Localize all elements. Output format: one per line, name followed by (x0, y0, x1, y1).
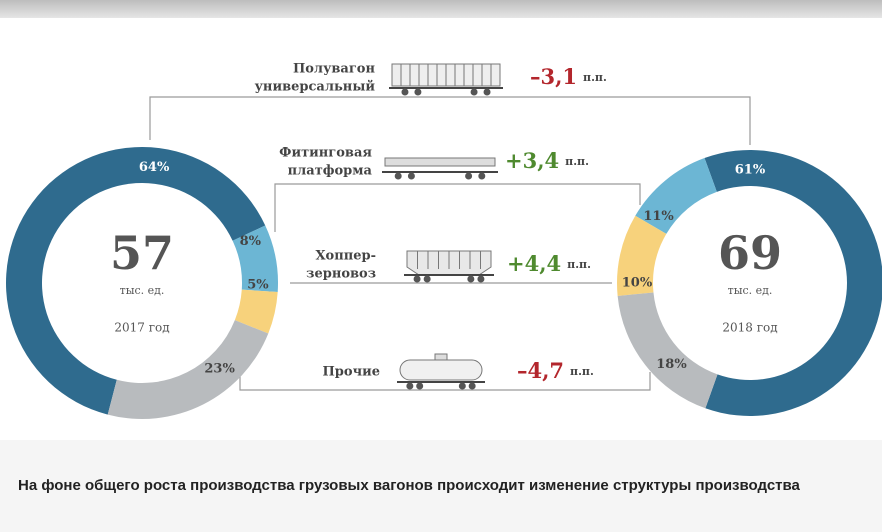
change-label: платформа (288, 164, 373, 179)
wagon-body (399, 359, 483, 381)
change-label: зерновоз (306, 267, 376, 282)
caption-area (0, 440, 882, 532)
connectors (149, 96, 751, 391)
center-label: 2018 год (722, 321, 777, 335)
value-label: 10% (622, 276, 653, 291)
wagon-dome (434, 353, 448, 361)
change-label: Хоппер- (315, 249, 376, 264)
wagon-wheel (478, 172, 486, 180)
wagon-wheel (477, 275, 485, 283)
wagon-wheel (401, 88, 409, 96)
wagon-body (384, 157, 496, 167)
change-value-text: –3,1 п.п. (530, 64, 607, 89)
caption: На фоне общего роста производства грузов… (18, 477, 800, 494)
value-label: 8% (240, 234, 262, 249)
change-value: –4,7 (517, 358, 564, 383)
change-unit: п.п. (570, 365, 594, 378)
value-label: 11% (643, 209, 674, 224)
wagon-wheel (470, 88, 478, 96)
value-label: 64% (139, 160, 170, 175)
connector (239, 372, 651, 391)
donut-segment (704, 150, 882, 416)
change-label: Прочие (323, 365, 380, 380)
connector (274, 183, 641, 232)
value-label: 23% (204, 362, 235, 377)
change-value: –3,1 (530, 64, 577, 89)
wagon-wheel (406, 382, 414, 390)
donut-segment (617, 292, 718, 409)
wagon-wheel (423, 275, 431, 283)
wagon-icon (404, 250, 494, 283)
wagon-wheel (413, 275, 421, 283)
wagon-wheel (483, 88, 491, 96)
center-value: 69 (718, 226, 782, 280)
change-value: +3,4 (505, 148, 559, 173)
wagon-wheel (414, 88, 422, 96)
center-value: 57 (110, 226, 174, 280)
donut-segment (107, 320, 269, 419)
change-unit: п.п. (567, 258, 591, 271)
wagon-wheel (467, 275, 475, 283)
center-unit: тыс. ед. (120, 284, 165, 297)
change-label: Фитинговая (279, 146, 372, 161)
top-band (0, 0, 882, 18)
change-label: Полувагон (293, 62, 376, 77)
wagon-wheel (465, 172, 473, 180)
center-unit: тыс. ед. (728, 284, 773, 297)
wagon-wheel (458, 382, 466, 390)
wagon-wheel (394, 172, 402, 180)
change-label: универсальный (255, 80, 376, 95)
donut-segment (635, 158, 717, 234)
change-value-text: –4,7 п.п. (517, 358, 594, 383)
donut-segment (232, 225, 278, 293)
value-label: 61% (735, 163, 766, 178)
wagon-icon (389, 63, 503, 96)
change-unit: п.п. (583, 71, 607, 84)
center-label: 2017 год (114, 321, 169, 335)
wagon-icon (397, 353, 485, 390)
connector (149, 96, 751, 145)
value-label: 5% (247, 278, 269, 293)
change-value: +4,4 (507, 251, 561, 276)
wagon-icon (382, 157, 498, 180)
value-label: 18% (656, 357, 687, 372)
change-value-text: +3,4 п.п. (505, 148, 589, 173)
wagon-wheel (407, 172, 415, 180)
wagon-wheel (416, 382, 424, 390)
donut-segment (234, 289, 278, 334)
donut-segment (617, 215, 667, 296)
wagon-wheel (468, 382, 476, 390)
change-unit: п.п. (565, 155, 589, 168)
change-value-text: +4,4 п.п. (507, 251, 591, 276)
